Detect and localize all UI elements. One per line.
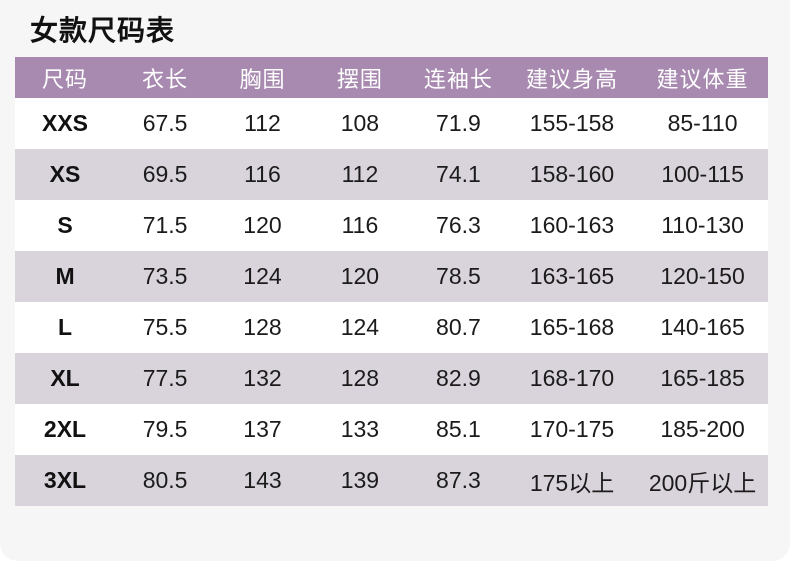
table-row: XXS 67.5 112 108 71.9 155-158 85-110 [15, 98, 768, 149]
value-cell: 165-185 [637, 353, 768, 404]
size-cell: XXS [15, 98, 116, 149]
page-title: 女款尺码表 [30, 15, 176, 46]
size-cell: XS [15, 149, 116, 200]
size-cell: M [15, 251, 116, 302]
value-cell: 128 [215, 302, 310, 353]
value-cell: 124 [215, 251, 310, 302]
size-cell: 3XL [15, 455, 116, 506]
value-cell: 132 [215, 353, 310, 404]
value-cell: 139 [309, 455, 410, 506]
value-cell: 87.3 [409, 455, 507, 506]
value-cell: 116 [215, 149, 310, 200]
table-row: M 73.5 124 120 78.5 163-165 120-150 [15, 251, 768, 302]
value-cell: 120-150 [637, 251, 768, 302]
value-cell: 69.5 [115, 149, 216, 200]
size-cell: 2XL [15, 404, 116, 455]
value-cell: 76.3 [409, 200, 507, 251]
value-cell: 163-165 [506, 251, 638, 302]
value-cell: 80.7 [409, 302, 507, 353]
size-cell: L [15, 302, 116, 353]
value-cell: 82.9 [409, 353, 507, 404]
table-row: 3XL 80.5 143 139 87.3 175以上 200斤以上 [15, 455, 768, 506]
value-cell: 168-170 [506, 353, 638, 404]
header-cell: 连袖长 [409, 57, 507, 98]
value-cell: 175以上 [506, 455, 638, 506]
value-cell: 120 [309, 251, 410, 302]
size-cell: XL [15, 353, 116, 404]
value-cell: 79.5 [115, 404, 216, 455]
value-cell: 185-200 [637, 404, 768, 455]
table-row: S 71.5 120 116 76.3 160-163 110-130 [15, 200, 768, 251]
value-cell: 120 [215, 200, 310, 251]
value-cell: 165-168 [506, 302, 638, 353]
value-cell: 170-175 [506, 404, 638, 455]
size-table-body: XXS 67.5 112 108 71.9 155-158 85-110 XS 69.5 116 1… [15, 98, 768, 506]
value-cell: 124 [309, 302, 410, 353]
value-cell: 78.5 [409, 251, 507, 302]
header-cell: 胸围 [215, 57, 310, 98]
value-cell: 75.5 [115, 302, 216, 353]
table-row: L 75.5 128 124 80.7 165-168 140-165 [15, 302, 768, 353]
table-row: XL 77.5 132 128 82.9 168-170 165-185 [15, 353, 768, 404]
value-cell: 112 [309, 149, 410, 200]
value-cell: 80.5 [115, 455, 216, 506]
header-cell: 建议体重 [637, 57, 768, 98]
header-cell: 衣长 [115, 57, 216, 98]
value-cell: 158-160 [506, 149, 638, 200]
size-table: 尺码 衣长 胸围 摆围 连袖长 建议身高 建议体重 XXS 67.5 112 108 71.9 155… [15, 57, 768, 506]
value-cell: 67.5 [115, 98, 216, 149]
value-cell: 73.5 [115, 251, 216, 302]
value-cell: 200斤以上 [637, 455, 768, 506]
value-cell: 112 [215, 98, 310, 149]
value-cell: 74.1 [409, 149, 507, 200]
value-cell: 140-165 [637, 302, 768, 353]
value-cell: 133 [309, 404, 410, 455]
value-cell: 77.5 [115, 353, 216, 404]
value-cell: 143 [215, 455, 310, 506]
value-cell: 100-115 [637, 149, 768, 200]
header-cell: 摆围 [309, 57, 410, 98]
size-table-header: 尺码 衣长 胸围 摆围 连袖长 建议身高 建议体重 [15, 57, 768, 98]
value-cell: 71.5 [115, 200, 216, 251]
value-cell: 85-110 [637, 98, 768, 149]
value-cell: 110-130 [637, 200, 768, 251]
table-row: XS 69.5 116 112 74.1 158-160 100-115 [15, 149, 768, 200]
value-cell: 116 [309, 200, 410, 251]
value-cell: 128 [309, 353, 410, 404]
value-cell: 85.1 [409, 404, 507, 455]
value-cell: 108 [309, 98, 410, 149]
header-cell: 建议身高 [506, 57, 638, 98]
size-chart-card: 女款尺码表 尺码 衣长 胸围 摆围 连袖长 建议身高 建议体重 XXS 67.5 112 108 7… [15, 15, 768, 506]
table-row: 2XL 79.5 137 133 85.1 170-175 185-200 [15, 404, 768, 455]
value-cell: 160-163 [506, 200, 638, 251]
value-cell: 137 [215, 404, 310, 455]
header-row: 尺码 衣长 胸围 摆围 连袖长 建议身高 建议体重 [15, 57, 768, 98]
value-cell: 71.9 [409, 98, 507, 149]
value-cell: 155-158 [506, 98, 638, 149]
size-cell: S [15, 200, 116, 251]
header-cell: 尺码 [15, 57, 116, 98]
